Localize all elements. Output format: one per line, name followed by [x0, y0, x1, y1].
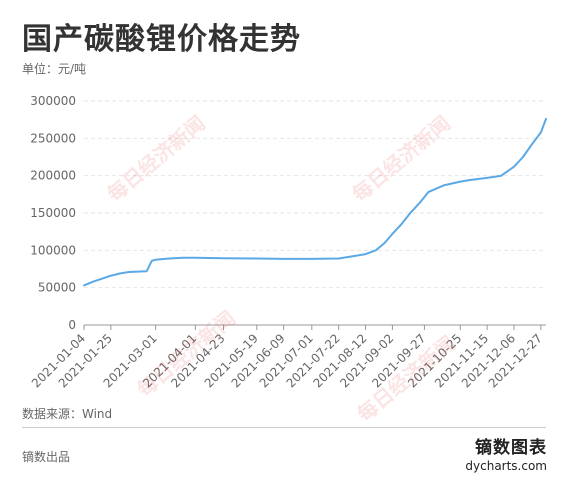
chart-title: 国产碳酸锂价格走势	[22, 22, 301, 57]
divider	[22, 427, 546, 428]
brand-logo: 镝数图表 dycharts.com	[465, 438, 547, 473]
data-source: 数据来源：Wind	[22, 407, 113, 421]
brand-url: dycharts.com	[465, 459, 547, 473]
x-axis: 2021-01-042021-01-252021-03-012021-04-01…	[29, 324, 546, 390]
producer-label: 镝数出品	[22, 450, 71, 464]
y-tick-label: 150000	[30, 206, 76, 220]
y-tick-label: 200000	[30, 169, 76, 183]
y-tick-label: 50000	[38, 281, 76, 295]
unit-label: 单位：元/吨	[22, 62, 87, 76]
y-tick-label: 0	[68, 318, 76, 332]
y-axis: 0 50000 100000 150000 200000 250000 300000	[30, 94, 76, 332]
y-tick-label: 100000	[30, 243, 76, 257]
y-tick-label: 250000	[30, 131, 76, 145]
gridlines	[84, 100, 546, 289]
brand-name: 镝数图表	[475, 438, 547, 458]
series-line	[83, 117, 547, 287]
y-tick-label: 300000	[30, 94, 76, 108]
series-group	[83, 117, 547, 287]
